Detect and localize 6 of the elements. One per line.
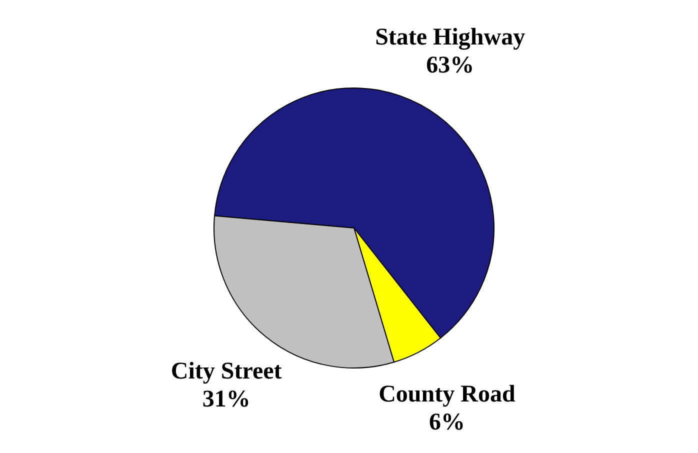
data-label: 63% bbox=[426, 52, 474, 78]
data-label: 6% bbox=[428, 409, 465, 436]
slice-label: County Road bbox=[378, 381, 516, 408]
slice-label: State Highway bbox=[375, 24, 526, 50]
slice-label: City Street bbox=[170, 358, 282, 385]
data-label: 31% bbox=[202, 386, 250, 413]
